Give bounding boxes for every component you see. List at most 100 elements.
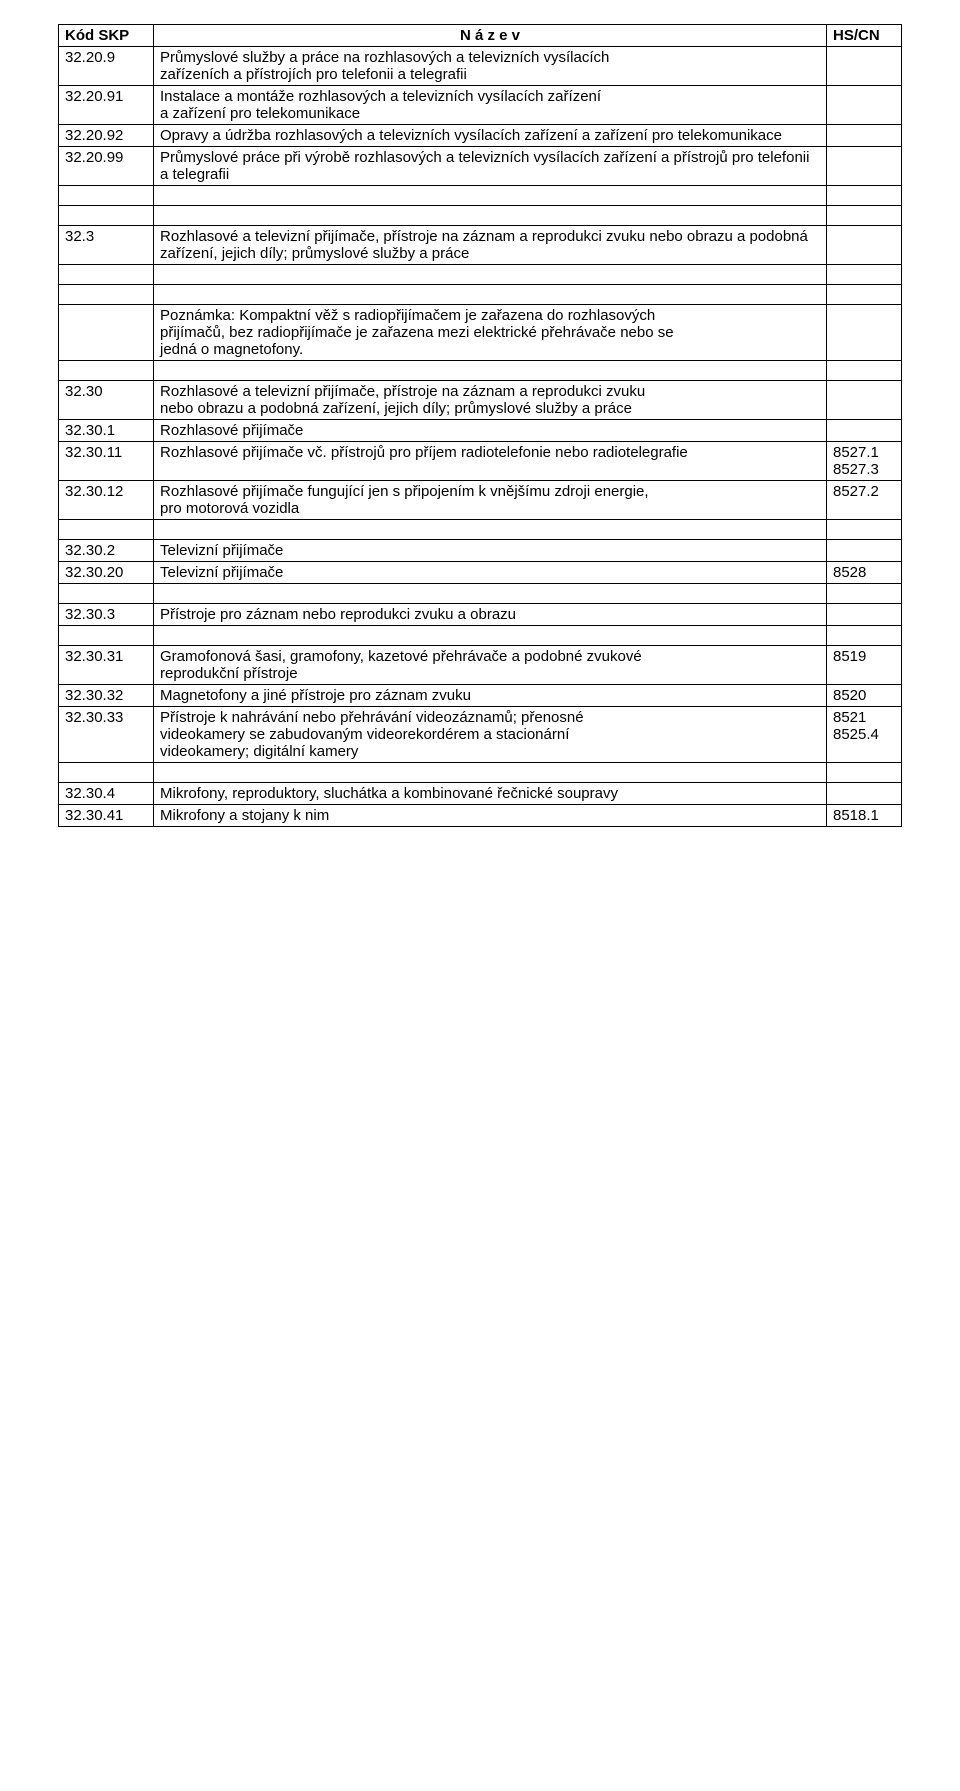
- empty-cell: [59, 626, 154, 646]
- cell-desc: Instalace a montáže rozhlasových a telev…: [154, 86, 827, 125]
- table-row: 32.20.99Průmyslové práce při výrobě rozh…: [59, 147, 902, 186]
- cell-hs: [827, 381, 902, 420]
- cell-hs: [827, 783, 902, 805]
- skp-table: Kód SKP N á z e v HS/CN 32.20.9Průmyslov…: [58, 24, 902, 827]
- empty-cell: [154, 186, 827, 206]
- empty-cell: [59, 584, 154, 604]
- header-hs: HS/CN: [827, 25, 902, 47]
- empty-cell: [59, 285, 154, 305]
- cell-desc: Gramofonová šasi, gramofony, kazetové př…: [154, 646, 827, 685]
- cell-code: 32.30.2: [59, 540, 154, 562]
- table-row: [59, 520, 902, 540]
- empty-cell: [154, 265, 827, 285]
- empty-cell: [827, 626, 902, 646]
- table-row: 32.20.9Průmyslové služby a práce na rozh…: [59, 47, 902, 86]
- cell-code: [59, 305, 154, 361]
- cell-hs: 8521 8525.4: [827, 707, 902, 763]
- cell-desc: Průmyslové práce při výrobě rozhlasových…: [154, 147, 827, 186]
- cell-hs: [827, 604, 902, 626]
- table-row: 32.30.3Přístroje pro záznam nebo reprodu…: [59, 604, 902, 626]
- table-row: 32.20.92Opravy a údržba rozhlasových a t…: [59, 125, 902, 147]
- empty-cell: [827, 265, 902, 285]
- table-row: [59, 206, 902, 226]
- empty-cell: [154, 520, 827, 540]
- table-row: 32.30.12Rozhlasové přijímače fungující j…: [59, 481, 902, 520]
- cell-code: 32.30: [59, 381, 154, 420]
- cell-code: 32.30.20: [59, 562, 154, 584]
- table-row: Poznámka: Kompaktní věž s radiopřijímače…: [59, 305, 902, 361]
- cell-hs: [827, 540, 902, 562]
- cell-code: 32.30.32: [59, 685, 154, 707]
- empty-cell: [827, 285, 902, 305]
- cell-hs: 8528: [827, 562, 902, 584]
- cell-desc: Televizní přijímače: [154, 540, 827, 562]
- empty-cell: [827, 186, 902, 206]
- empty-cell: [827, 520, 902, 540]
- cell-desc: Rozhlasové a televizní přijímače, přístr…: [154, 226, 827, 265]
- cell-hs: [827, 86, 902, 125]
- cell-code: 32.30.3: [59, 604, 154, 626]
- cell-hs: 8527.2: [827, 481, 902, 520]
- table-row: 32.30.20Televizní přijímače8528: [59, 562, 902, 584]
- table-row: [59, 186, 902, 206]
- table-row: 32.30.2Televizní přijímače: [59, 540, 902, 562]
- cell-hs: [827, 147, 902, 186]
- empty-cell: [827, 361, 902, 381]
- cell-desc: Přístroje pro záznam nebo reprodukci zvu…: [154, 604, 827, 626]
- empty-cell: [59, 206, 154, 226]
- cell-desc: Rozhlasové a televizní přijímače, přístr…: [154, 381, 827, 420]
- cell-code: 32.20.91: [59, 86, 154, 125]
- cell-desc: Opravy a údržba rozhlasových a televizní…: [154, 125, 827, 147]
- table-body: 32.20.9Průmyslové služby a práce na rozh…: [59, 47, 902, 827]
- cell-hs: [827, 226, 902, 265]
- table-row: [59, 361, 902, 381]
- empty-cell: [59, 265, 154, 285]
- cell-code: 32.30.1: [59, 420, 154, 442]
- cell-code: 32.30.31: [59, 646, 154, 685]
- empty-cell: [154, 285, 827, 305]
- empty-cell: [59, 763, 154, 783]
- cell-code: 32.30.11: [59, 442, 154, 481]
- cell-code: 32.20.9: [59, 47, 154, 86]
- empty-cell: [59, 361, 154, 381]
- cell-hs: 8527.1 8527.3: [827, 442, 902, 481]
- cell-desc: Mikrofony, reproduktory, sluchátka a kom…: [154, 783, 827, 805]
- cell-desc: Magnetofony a jiné přístroje pro záznam …: [154, 685, 827, 707]
- empty-cell: [59, 186, 154, 206]
- table-row: 32.30.32Magnetofony a jiné přístroje pro…: [59, 685, 902, 707]
- table-row: 32.20.91Instalace a montáže rozhlasových…: [59, 86, 902, 125]
- table-row: 32.30.33Přístroje k nahrávání nebo přehr…: [59, 707, 902, 763]
- table-row: [59, 265, 902, 285]
- cell-desc: Přístroje k nahrávání nebo přehrávání vi…: [154, 707, 827, 763]
- cell-code: 32.30.4: [59, 783, 154, 805]
- cell-code: 32.30.41: [59, 805, 154, 827]
- cell-hs: [827, 125, 902, 147]
- cell-hs: 8518.1: [827, 805, 902, 827]
- table-row: [59, 285, 902, 305]
- empty-cell: [59, 520, 154, 540]
- cell-desc: Rozhlasové přijímače fungující jen s při…: [154, 481, 827, 520]
- cell-desc: Televizní přijímače: [154, 562, 827, 584]
- empty-cell: [154, 584, 827, 604]
- empty-cell: [827, 206, 902, 226]
- empty-cell: [154, 361, 827, 381]
- cell-desc: Rozhlasové přijímače vč. přístrojů pro p…: [154, 442, 827, 481]
- cell-code: 32.20.99: [59, 147, 154, 186]
- cell-hs: 8519: [827, 646, 902, 685]
- table-row: [59, 763, 902, 783]
- cell-code: 32.3: [59, 226, 154, 265]
- empty-cell: [827, 763, 902, 783]
- empty-cell: [154, 206, 827, 226]
- cell-code: 32.30.33: [59, 707, 154, 763]
- cell-hs: [827, 47, 902, 86]
- cell-desc: Poznámka: Kompaktní věž s radiopřijímače…: [154, 305, 827, 361]
- table-row: 32.30.1Rozhlasové přijímače: [59, 420, 902, 442]
- cell-desc: Mikrofony a stojany k nim: [154, 805, 827, 827]
- cell-hs: [827, 420, 902, 442]
- cell-hs: [827, 305, 902, 361]
- table-row: 32.30Rozhlasové a televizní přijímače, p…: [59, 381, 902, 420]
- empty-cell: [154, 626, 827, 646]
- table-row: 32.3Rozhlasové a televizní přijímače, př…: [59, 226, 902, 265]
- empty-cell: [827, 584, 902, 604]
- cell-hs: 8520: [827, 685, 902, 707]
